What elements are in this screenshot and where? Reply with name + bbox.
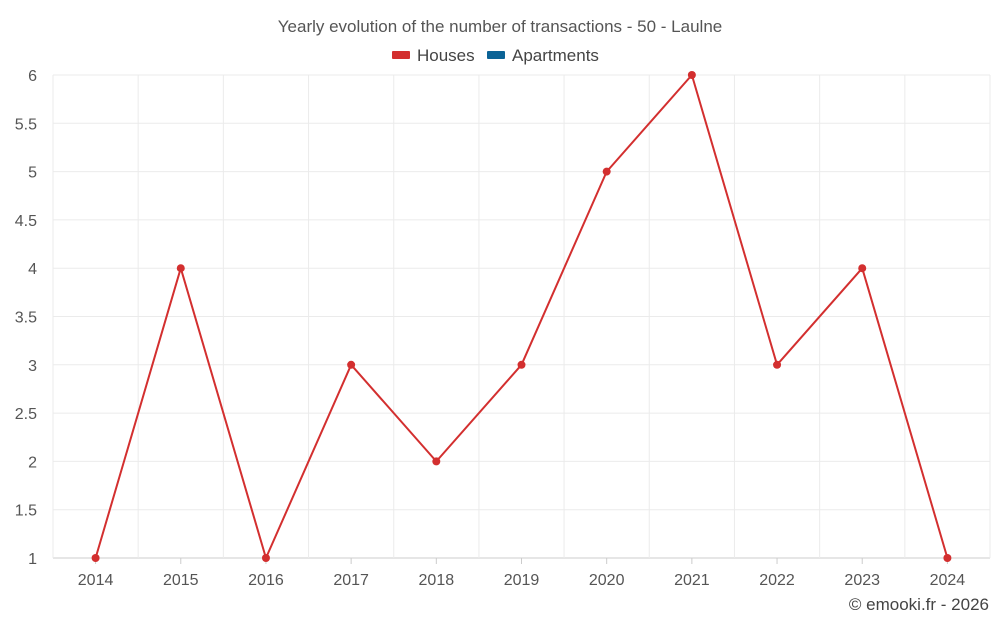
series-houses [91,71,952,562]
data-point-houses-2023[interactable] [858,264,867,273]
y-tick-label: 3.5 [15,310,37,327]
chart-title: Yearly evolution of the number of transa… [278,17,722,36]
x-axis: 2014 2015 2016 2017 2018 2019 2020 2021 2022 2023… [78,558,966,589]
data-point-houses-2019[interactable] [517,360,526,369]
y-tick-label: 4 [28,261,37,278]
data-point-houses-2020[interactable] [602,167,611,176]
x-tick-label: 2021 [674,572,710,589]
x-tick-label: 2018 [419,572,455,589]
data-point-houses-2021[interactable] [687,71,696,79]
x-tick-label: 2016 [248,572,284,589]
y-tick-label: 1.5 [15,503,37,520]
grid [52,74,991,559]
data-point-houses-2014[interactable] [91,554,100,562]
y-axis: 1 1.5 2 2.5 3 3.5 4 4.5 5 5.5 6 [15,68,37,568]
y-tick-label: 2.5 [15,406,37,423]
x-tick-label: 2017 [333,572,369,589]
legend-swatch-houses [392,51,410,59]
data-point-houses-2018[interactable] [432,457,441,466]
y-tick-label: 4.5 [15,213,37,230]
y-tick-label: 3 [28,358,37,375]
legend-item-apartments[interactable]: Apartments [487,46,599,65]
legend-item-houses[interactable]: Houses [392,46,475,65]
y-tick-label: 1 [28,551,37,568]
data-point-houses-2016[interactable] [261,554,270,562]
x-tick-label: 2024 [930,572,966,589]
legend: Houses Apartments [392,46,599,65]
x-tick-label: 2015 [163,572,199,589]
data-point-houses-2024[interactable] [943,554,952,562]
data-point-houses-2017[interactable] [347,360,356,369]
x-tick-label: 2023 [844,572,880,589]
x-tick-label: 2014 [78,572,114,589]
y-tick-label: 6 [28,68,37,85]
legend-label-houses: Houses [417,46,475,65]
y-tick-label: 2 [28,454,37,471]
y-tick-label: 5 [28,165,37,182]
y-tick-label: 5.5 [15,116,37,133]
credit-text: © emooki.fr - 2026 [849,595,989,614]
x-tick-label: 2020 [589,572,625,589]
data-point-houses-2015[interactable] [176,264,185,273]
x-tick-label: 2022 [759,572,795,589]
legend-label-apartments: Apartments [512,46,599,65]
data-point-houses-2022[interactable] [773,360,782,369]
legend-swatch-apartments [487,51,505,59]
x-tick-label: 2019 [504,572,540,589]
